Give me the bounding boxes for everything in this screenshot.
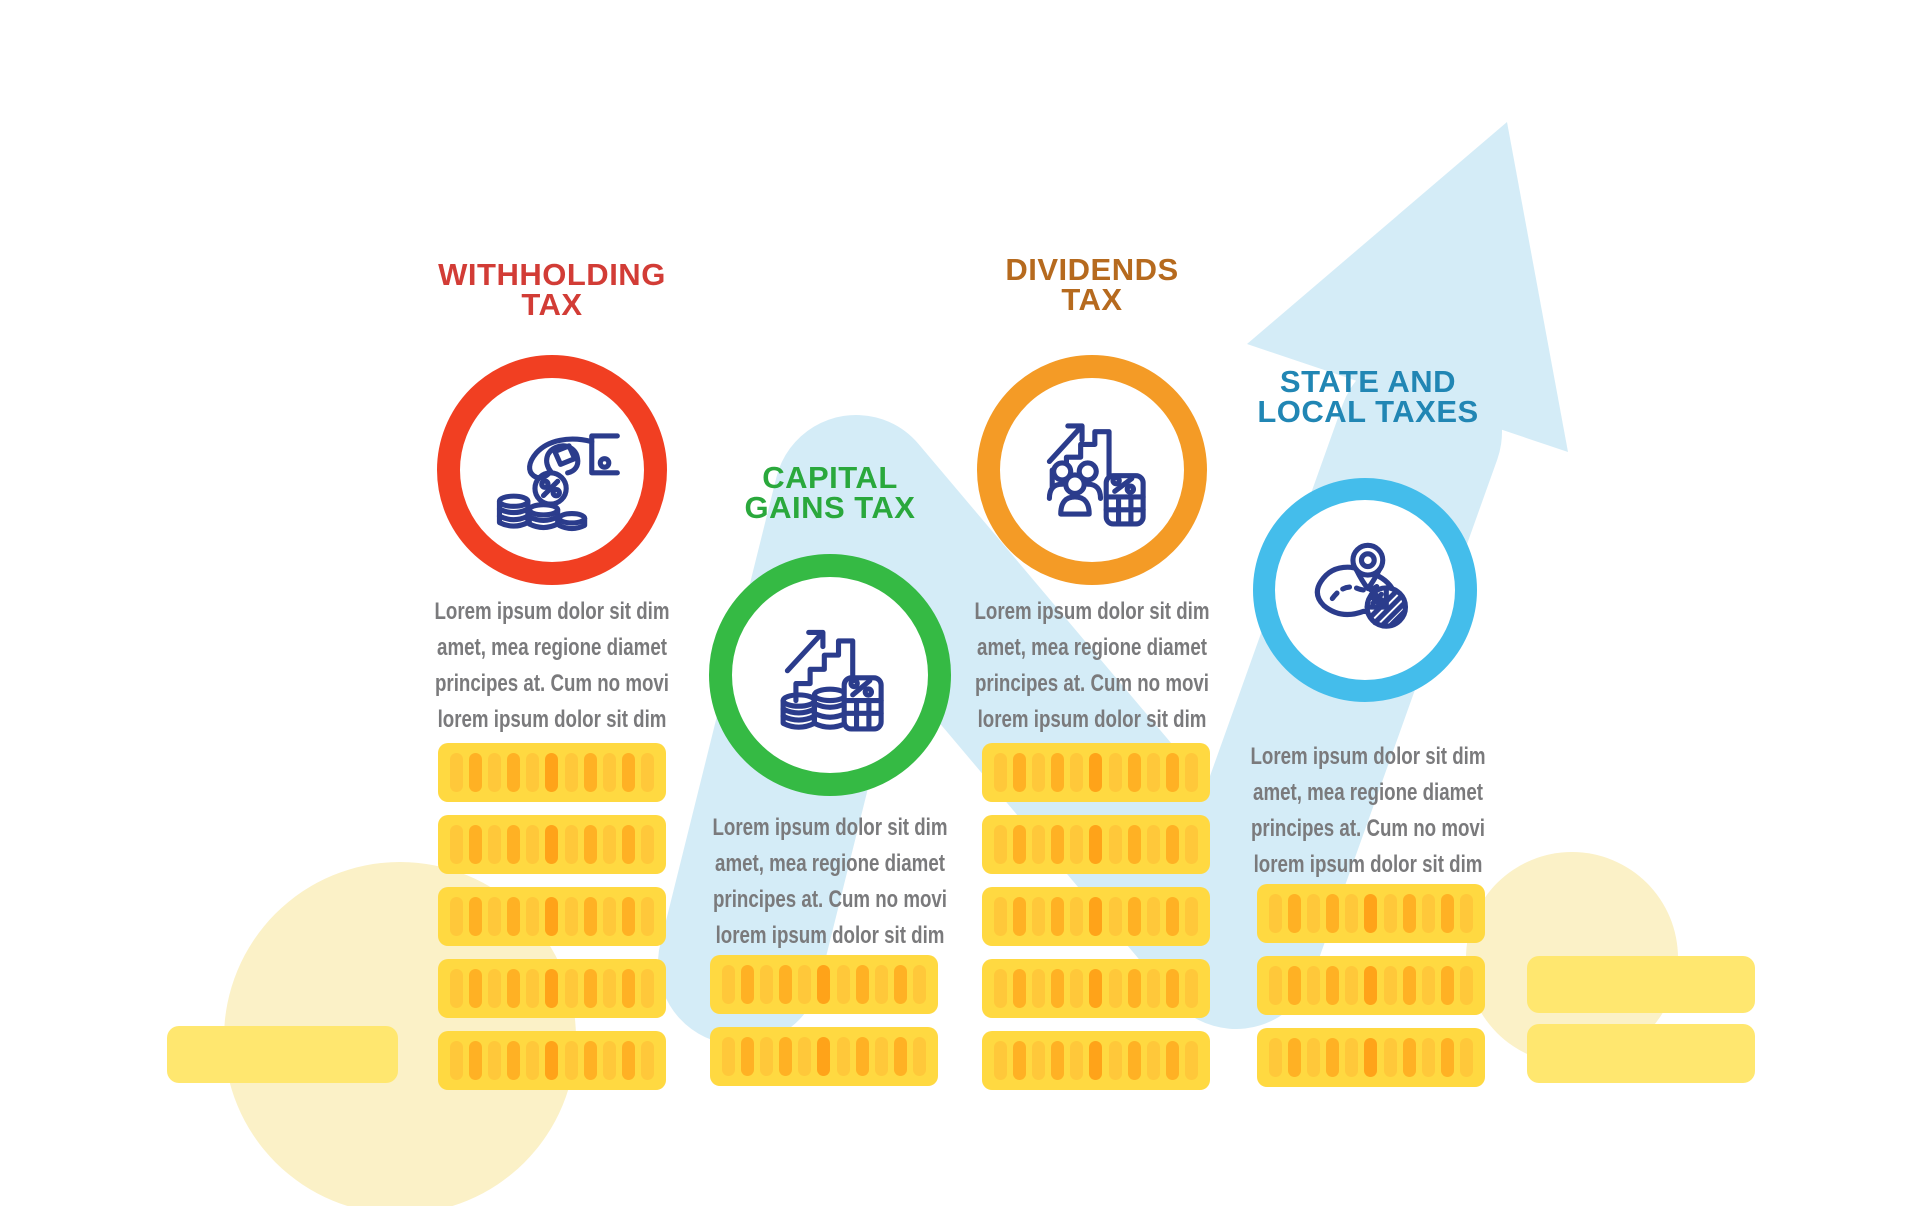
column-title: STATE AND LOCAL TAXES bbox=[1198, 364, 1538, 429]
description-line: lorem ipsum dolor sit dim bbox=[1253, 851, 1483, 878]
coin bbox=[438, 743, 666, 802]
description-line: Lorem ipsum dolor sit dim bbox=[974, 598, 1210, 625]
coin bbox=[982, 959, 1210, 1018]
map-pin-pie-chart-icon bbox=[1314, 542, 1409, 629]
plain-coin bbox=[167, 1026, 398, 1083]
coin-stack bbox=[710, 955, 938, 1099]
pale-circle-left bbox=[224, 862, 576, 1206]
column-title-line: WITHHOLDING bbox=[438, 257, 666, 292]
withholding-tax-ring bbox=[437, 355, 667, 585]
plain-coin bbox=[1527, 1024, 1755, 1083]
coin bbox=[438, 887, 666, 946]
column-title-line: LOCAL TAXES bbox=[1257, 394, 1479, 429]
description-line: Lorem ipsum dolor sit dim bbox=[712, 814, 948, 841]
column-title-line: CAPITAL bbox=[762, 460, 898, 495]
coin bbox=[982, 743, 1210, 802]
column-description: Lorem ipsum dolor sit dim amet, mea regi… bbox=[431, 594, 673, 738]
description-line: principes at. Cum no movi bbox=[1250, 815, 1486, 842]
coin bbox=[710, 1027, 938, 1086]
description-line: principes at. Cum no movi bbox=[712, 886, 948, 913]
coin bbox=[982, 1031, 1210, 1090]
coin bbox=[710, 955, 938, 1014]
coin bbox=[982, 887, 1210, 946]
coin bbox=[1257, 884, 1485, 943]
capital-gains-tax-ring bbox=[709, 554, 951, 796]
coin bbox=[1257, 956, 1485, 1015]
growth-chart-people-calculator-icon bbox=[1046, 423, 1146, 527]
column-title: DIVIDENDS TAX bbox=[922, 252, 1262, 317]
plain-coin bbox=[1527, 956, 1755, 1013]
column-description: Lorem ipsum dolor sit dim amet, mea regi… bbox=[1247, 739, 1489, 883]
description-line: amet, mea regione diamet bbox=[437, 634, 667, 661]
description-line: principes at. Cum no movi bbox=[434, 670, 670, 697]
coin-stack bbox=[982, 743, 1210, 1103]
description-line: amet, mea regione diamet bbox=[977, 634, 1207, 661]
growth-arrow-head bbox=[1247, 122, 1568, 452]
description-line: Lorem ipsum dolor sit dim bbox=[1250, 743, 1486, 770]
description-line: Lorem ipsum dolor sit dim bbox=[434, 598, 670, 625]
column-title: CAPITAL GAINS TAX bbox=[660, 460, 1000, 525]
column-title-line: DIVIDENDS bbox=[1005, 252, 1179, 287]
column-description: Lorem ipsum dolor sit dim amet, mea regi… bbox=[971, 594, 1213, 738]
column-title: WITHHOLDING TAX bbox=[382, 257, 722, 322]
growth-chart-calculator-icon bbox=[780, 629, 884, 732]
description-line: lorem ipsum dolor sit dim bbox=[437, 706, 667, 733]
coin bbox=[982, 815, 1210, 874]
description-line: lorem ipsum dolor sit dim bbox=[715, 922, 945, 949]
column-title-line: STATE AND bbox=[1279, 364, 1457, 399]
description-line: amet, mea regione diamet bbox=[1253, 779, 1483, 806]
state-local-taxes-ring bbox=[1253, 478, 1477, 702]
description-line: lorem ipsum dolor sit dim bbox=[977, 706, 1207, 733]
column-title-line: TAX bbox=[521, 287, 583, 322]
coin bbox=[438, 1031, 666, 1090]
description-line: principes at. Cum no movi bbox=[974, 670, 1210, 697]
coin bbox=[438, 959, 666, 1018]
dividends-tax-ring bbox=[977, 355, 1207, 585]
description-line: amet, mea regione diamet bbox=[715, 850, 945, 877]
column-title-line: GAINS TAX bbox=[744, 490, 916, 525]
hand-coin-percent-icon bbox=[496, 433, 620, 532]
coin-stack bbox=[1257, 884, 1485, 1100]
column-description: Lorem ipsum dolor sit dim amet, mea regi… bbox=[709, 810, 951, 954]
coin bbox=[438, 815, 666, 874]
coin-stack bbox=[438, 743, 666, 1103]
column-title-line: TAX bbox=[1061, 282, 1123, 317]
coin bbox=[1257, 1028, 1485, 1087]
